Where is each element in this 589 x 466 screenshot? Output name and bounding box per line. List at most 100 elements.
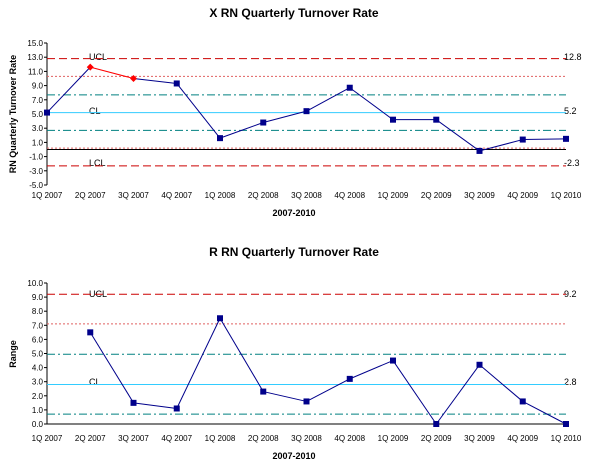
x-chart-data-point xyxy=(519,136,526,143)
x-chart-series-segment xyxy=(90,66,134,79)
r-chart: R RN Quarterly Turnover Rate 2007-2010 R… xyxy=(8,245,582,461)
x-chart: X RN Quarterly Turnover Rate 2007-2010 R… xyxy=(8,6,582,218)
r-chart-x-axis-label: 2007-2010 xyxy=(272,451,315,461)
x-chart-y-tick-label: 3.0 xyxy=(32,124,44,133)
r-chart-ucl-value: 9.2 xyxy=(564,289,577,299)
r-chart-data-point xyxy=(130,399,137,406)
x-chart-y-tick-label: 11.0 xyxy=(28,67,44,76)
x-chart-series-segment xyxy=(219,122,264,139)
x-chart-x-tick-label: 3Q 2007 xyxy=(118,191,149,200)
r-chart-cl-value: 2.8 xyxy=(564,377,577,387)
r-chart-x-tick-label: 4Q 2009 xyxy=(507,434,538,443)
x-chart-x-tick-label: 3Q 2008 xyxy=(291,191,322,200)
r-chart-x-tick-label: 1Q 2010 xyxy=(551,434,582,443)
x-chart-y-tick-label: 13.0 xyxy=(27,53,43,62)
r-chart-x-tick-label: 1Q 2008 xyxy=(205,434,236,443)
x-chart-data-point xyxy=(563,135,569,142)
x-chart-series-segment xyxy=(435,119,480,152)
x-chart-x-tick-label: 1Q 2009 xyxy=(378,191,409,200)
x-chart-cl-label: CL xyxy=(89,106,101,116)
x-chart-series-segment xyxy=(263,110,307,124)
x-chart-data-point xyxy=(346,84,353,91)
x-chart-y-tick-label: 15.0 xyxy=(27,39,43,48)
r-chart-data-point xyxy=(519,398,526,405)
r-chart-series-segment xyxy=(263,391,307,402)
x-chart-x-tick-label: 2Q 2008 xyxy=(248,191,279,200)
x-chart-x-tick-label: 1Q 2010 xyxy=(551,191,582,200)
r-chart-data-point xyxy=(303,398,310,405)
r-chart-y-tick-label: 2.0 xyxy=(32,392,44,401)
r-chart-y-tick-label: 5.0 xyxy=(32,350,44,359)
r-chart-y-tick-label: 6.0 xyxy=(32,335,44,344)
r-chart-data-point xyxy=(346,375,353,382)
r-chart-y-tick-label: 10.0 xyxy=(27,279,43,288)
r-chart-y-tick-label: 8.0 xyxy=(32,307,44,316)
r-chart-data-point xyxy=(87,329,94,336)
x-chart-x-tick-label: 4Q 2007 xyxy=(161,191,192,200)
x-chart-title: X RN Quarterly Turnover Rate xyxy=(209,6,378,20)
x-chart-series-segment xyxy=(349,87,394,121)
x-chart-x-tick-label: 4Q 2008 xyxy=(334,191,365,200)
x-chart-data-point xyxy=(433,116,440,123)
x-chart-series-segment xyxy=(46,66,91,113)
r-chart-x-tick-label: 4Q 2008 xyxy=(334,434,365,443)
x-chart-y-tick-label: -3.0 xyxy=(29,167,43,176)
r-chart-x-tick-label: 3Q 2009 xyxy=(464,434,495,443)
r-chart-data-point xyxy=(390,357,396,364)
r-chart-y-tick-label: 7.0 xyxy=(32,321,44,330)
x-chart-x-axis-label: 2007-2010 xyxy=(272,208,315,218)
r-chart-series-segment xyxy=(435,364,480,425)
x-chart-y-tick-label: -5.0 xyxy=(29,181,43,190)
x-chart-lcl-label: LCL xyxy=(89,158,106,168)
x-chart-data-point xyxy=(476,147,483,154)
r-chart-title: R RN Quarterly Turnover Rate xyxy=(209,245,379,259)
x-chart-x-tick-label: 1Q 2008 xyxy=(205,191,236,200)
x-chart-y-axis-label: RN Quarterly Turnover Rate xyxy=(8,55,18,173)
x-chart-data-point xyxy=(303,108,310,115)
x-chart-series-segment xyxy=(176,83,221,139)
r-chart-series-segment xyxy=(176,318,221,409)
r-chart-y-axis-label: Range xyxy=(8,340,18,368)
r-chart-x-tick-label: 1Q 2007 xyxy=(32,434,63,443)
x-chart-series-segment xyxy=(479,139,523,152)
x-chart-y-tick-label: 7.0 xyxy=(32,96,44,105)
x-chart-lcl-value: -2.3 xyxy=(564,158,580,168)
r-chart-x-tick-label: 3Q 2007 xyxy=(118,434,149,443)
r-chart-data-point xyxy=(476,361,483,368)
x-chart-ucl-value: 12.8 xyxy=(564,52,582,62)
r-chart-series-segment xyxy=(89,332,134,404)
x-chart-series-segment xyxy=(133,78,177,84)
x-chart-data-point xyxy=(217,135,223,142)
r-chart-x-tick-label: 2Q 2007 xyxy=(75,434,106,443)
r-chart-series-segment xyxy=(349,360,394,380)
r-chart-series-segment xyxy=(479,364,524,402)
x-chart-x-tick-label: 3Q 2009 xyxy=(464,191,495,200)
x-chart-x-tick-label: 1Q 2007 xyxy=(32,191,63,200)
r-chart-x-tick-label: 2Q 2008 xyxy=(248,434,279,443)
x-chart-ucl-label: UCL xyxy=(89,52,107,62)
x-chart-data-point xyxy=(130,75,137,82)
x-chart-y-tick-label: 5.0 xyxy=(32,110,44,119)
r-chart-x-tick-label: 1Q 2009 xyxy=(378,434,409,443)
r-chart-data-point xyxy=(563,421,569,427)
r-chart-cl-label: CL xyxy=(89,377,101,387)
x-chart-series-segment xyxy=(306,87,350,112)
x-chart-y-tick-label: 9.0 xyxy=(32,82,44,91)
r-chart-y-tick-label: 0.0 xyxy=(32,420,44,429)
x-chart-cl-value: 5.2 xyxy=(564,106,577,116)
r-chart-data-point xyxy=(260,388,267,395)
r-chart-data-point xyxy=(433,421,440,427)
r-chart-series-segment xyxy=(306,378,350,402)
x-chart-y-tick-label: 1.0 xyxy=(32,138,44,147)
r-chart-x-tick-label: 3Q 2008 xyxy=(291,434,322,443)
x-chart-data-point xyxy=(86,63,94,71)
x-chart-x-tick-label: 2Q 2007 xyxy=(75,191,106,200)
r-chart-y-tick-label: 1.0 xyxy=(32,406,44,415)
x-chart-data-point xyxy=(44,109,50,116)
r-chart-x-tick-label: 4Q 2007 xyxy=(161,434,192,443)
x-chart-x-tick-label: 2Q 2009 xyxy=(421,191,452,200)
r-chart-data-point xyxy=(173,405,180,412)
x-chart-series-segment xyxy=(522,138,567,141)
r-chart-series-segment xyxy=(392,360,437,425)
